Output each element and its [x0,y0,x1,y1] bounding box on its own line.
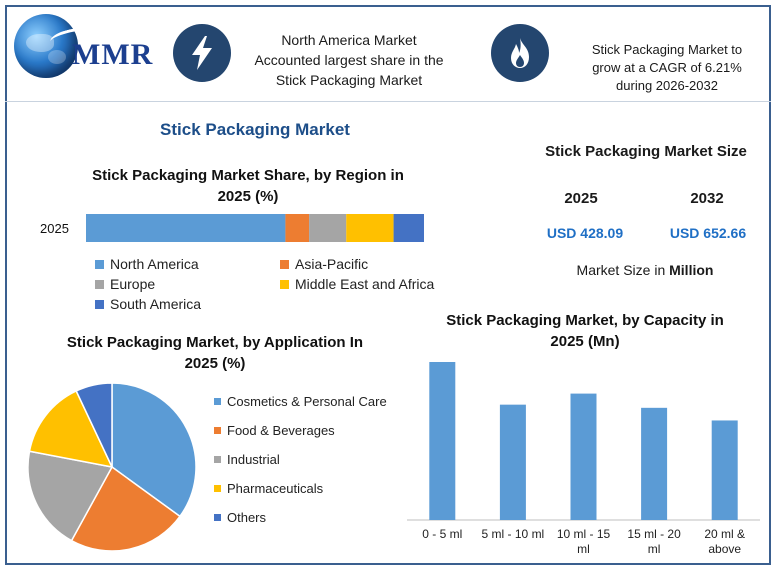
capacity-title-line-1: Stick Packaging Market, by Capacity in [446,312,724,329]
region-segment-middle-east-and-africa [346,214,394,242]
application-chart-title: Stick Packaging Market, by Application I… [45,332,385,374]
legend-label: Cosmetics & Personal Care [227,394,387,409]
logo-text: MMR [72,38,154,71]
legend-label: Others [227,510,267,525]
market-size-year-2025: 2025 [564,190,598,207]
legend-swatch [95,259,104,269]
pie-slice-food-beverages [70,465,182,552]
capacity-bar [499,404,526,520]
legend-asia-pacific: Asia-Pacific [280,256,368,272]
pie-slice-pharmaceuticals [28,389,114,469]
market-size-title: Stick Packaging Market Size [545,143,747,160]
globe-icon [14,14,78,78]
highlight-2-line-2: grow at a CAGR of 6.21% [592,60,742,75]
region-stacked-bar [86,214,424,242]
highlight-1-line-3: Stick Packaging Market [275,72,423,88]
legend-label: Pharmaceuticals [227,481,324,496]
highlight-1-line-2: Accounted largest share in the [254,52,444,68]
region-segment-north-america [86,214,286,242]
capacity-tick-label: 10 ml - 15 [557,527,611,541]
legend-swatch [214,427,221,434]
legend-label: North America [110,256,199,272]
legend-label: Europe [110,276,156,292]
legend-others: Others [214,510,266,525]
unit-bold: Million [669,262,714,278]
legend-swatch [280,279,289,289]
legend-south-america: South America [95,296,201,312]
legend-label: Food & Beverages [227,423,335,438]
legend-label: Industrial [227,452,280,467]
legend-food-beverages: Food & Beverages [214,423,335,438]
capacity-bar [570,393,597,520]
pie-slice-cosmetics-personal-care [111,382,197,518]
capacity-bar [429,362,456,520]
market-size-year-2032: 2032 [690,190,724,207]
legend-label: Asia-Pacific [295,256,369,272]
region-chart-title: Stick Packaging Market Share, by Region … [78,165,418,207]
capacity-bar [641,407,668,520]
legend-label: Middle East and Africa [295,276,435,292]
region-title-line-1: Stick Packaging Market Share, by Region … [92,167,404,184]
pie-slice-others [75,382,113,468]
legend-pharmaceuticals: Pharmaceuticals [214,481,323,496]
lightning-bolt-icon [173,24,231,82]
legend-north-america: North America [95,256,199,272]
legend-swatch [214,456,221,463]
capacity-title-line-2: 2025 (Mn) [550,333,620,350]
legend-label: South America [110,296,202,312]
highlight-north-america: North America Market Accounted largest s… [244,30,454,90]
market-size-unit: Market Size in Million [545,262,745,278]
region-segment-asia-pacific [285,214,310,242]
capacity-tick-label: 15 ml - 20 [627,527,681,541]
region-title-line-2: 2025 (%) [217,188,279,205]
capacity-tick-label: 5 ml - 10 ml [482,527,545,541]
highlight-cagr: Stick Packaging Market to grow at a CAGR… [572,41,762,95]
market-size-value-2032: USD 652.66 [669,225,747,241]
highlight-2-line-3: during 2026-2032 [616,78,718,93]
capacity-chart-title: Stick Packaging Market, by Capacity in 2… [420,310,750,352]
capacity-bar [711,420,738,520]
application-pie-chart [27,382,197,552]
region-segment-south-america [393,214,424,242]
highlight-2-line-1: Stick Packaging Market to [591,42,743,57]
header-divider [5,101,771,102]
legend-swatch [214,485,221,492]
legend-europe: Europe [95,276,155,292]
legend-swatch [95,279,104,289]
highlight-1-line-1: North America Market [281,32,417,48]
legend-swatch [214,514,221,521]
legend-cosmetics: Cosmetics & Personal Care [214,394,387,409]
market-size-value-2025: USD 428.09 [546,225,624,241]
legend-swatch [214,398,221,405]
legend-swatch [95,299,104,309]
legend-industrial: Industrial [214,452,280,467]
legend-swatch [280,259,289,269]
capacity-tick-label: ml [648,542,661,556]
application-title-line-2: 2025 (%) [184,355,246,372]
application-title-line-1: Stick Packaging Market, by Application I… [66,334,364,351]
capacity-tick-label: 0 - 5 ml [422,527,462,541]
page-title: Stick Packaging Market [160,120,350,139]
region-segment-europe [309,214,347,242]
capacity-tick-label: 20 ml & [704,527,745,541]
region-chart-category-label: 2025 [40,221,69,236]
legend-middle-east-africa: Middle East and Africa [280,276,434,292]
capacity-tick-label: ml [577,542,590,556]
pie-slice-industrial [27,450,114,542]
flame-icon [491,24,549,82]
unit-prefix: Market Size in [576,262,670,278]
capacity-tick-label: above [708,542,741,556]
